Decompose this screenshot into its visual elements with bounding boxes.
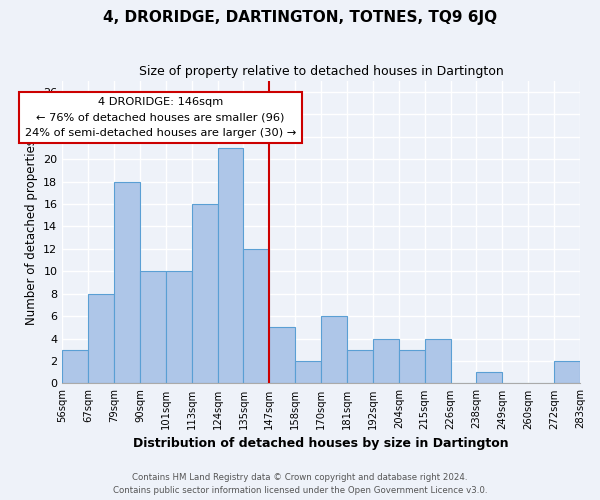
Text: Contains HM Land Registry data © Crown copyright and database right 2024.
Contai: Contains HM Land Registry data © Crown c…: [113, 474, 487, 495]
Text: 4 DRORIDGE: 146sqm
← 76% of detached houses are smaller (96)
24% of semi-detache: 4 DRORIDGE: 146sqm ← 76% of detached hou…: [25, 98, 296, 138]
Bar: [269, 328, 295, 384]
Bar: [554, 361, 580, 384]
Bar: [192, 204, 218, 384]
Bar: [295, 361, 321, 384]
X-axis label: Distribution of detached houses by size in Dartington: Distribution of detached houses by size …: [133, 437, 509, 450]
Bar: [347, 350, 373, 384]
Bar: [476, 372, 502, 384]
Bar: [166, 272, 192, 384]
Bar: [114, 182, 140, 384]
Bar: [62, 350, 88, 384]
Bar: [321, 316, 347, 384]
Text: 4, DRORIDGE, DARTINGTON, TOTNES, TQ9 6JQ: 4, DRORIDGE, DARTINGTON, TOTNES, TQ9 6JQ: [103, 10, 497, 25]
Y-axis label: Number of detached properties: Number of detached properties: [25, 139, 38, 325]
Bar: [373, 338, 399, 384]
Bar: [399, 350, 425, 384]
Bar: [425, 338, 451, 384]
Bar: [218, 148, 244, 384]
Bar: [88, 294, 114, 384]
Title: Size of property relative to detached houses in Dartington: Size of property relative to detached ho…: [139, 65, 503, 78]
Bar: [140, 272, 166, 384]
Bar: [244, 249, 269, 384]
